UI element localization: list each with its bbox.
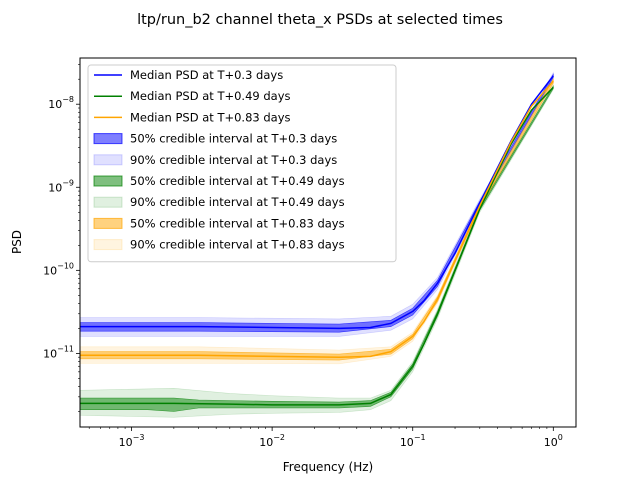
y-tick-label: 10−11 <box>43 344 74 360</box>
plot-frame <box>79 57 577 428</box>
legend-patch-swatch <box>93 239 123 251</box>
y-tick-label: 10−10 <box>43 261 74 277</box>
chart-title: ltp/run_b2 channel theta_x PSDs at selec… <box>137 12 503 28</box>
legend-label: 50% credible interval at T+0.3 days <box>130 132 337 146</box>
x-axis-label: Frequency (Hz) <box>283 460 374 474</box>
x-tick-label: 10−1 <box>400 433 426 449</box>
50-credible-interval-at-t-0-49-days-band <box>79 85 554 412</box>
legend-patch-swatch <box>93 217 123 229</box>
median-psd-at-t-0-83-days-line <box>80 80 554 358</box>
50-credible-interval-at-t-0-3-days-band <box>79 73 554 333</box>
legend-label: 50% credible interval at T+0.49 days <box>130 174 345 188</box>
legend-patch-swatch <box>93 133 123 145</box>
legend: Median PSD at T+0.3 days Median PSD at T+… <box>87 64 397 263</box>
legend-box <box>87 64 397 263</box>
90-credible-interval-at-t-0-83-days-band <box>79 77 554 365</box>
x-tick-label: 10−3 <box>119 433 145 449</box>
50-credible-interval-at-t-0-83-days-band <box>79 78 554 361</box>
legend-patch-swatch <box>93 175 123 187</box>
legend-label: Median PSD at T+0.83 days <box>130 110 291 124</box>
y-axis-label: PSD <box>10 230 24 254</box>
x-tick-label: 10−2 <box>259 433 285 449</box>
y-tick-label: 10−8 <box>48 95 74 111</box>
legend-label: 50% credible interval at T+0.83 days <box>130 216 345 230</box>
median-psd-at-t-0-49-days-line <box>80 86 554 406</box>
legend-patch-swatch <box>93 154 123 166</box>
legend-label: 90% credible interval at T+0.49 days <box>130 195 345 209</box>
legend-label: 90% credible interval at T+0.83 days <box>130 238 345 252</box>
legend-patch-swatch <box>93 196 123 208</box>
legend-label: Median PSD at T+0.3 days <box>130 68 283 82</box>
90-credible-interval-at-t-0-49-days-band <box>79 84 554 418</box>
x-tick-label: 100 <box>544 433 563 449</box>
legend-label: 90% credible interval at T+0.3 days <box>130 153 337 167</box>
legend-label: Median PSD at T+0.49 days <box>130 89 291 103</box>
y-tick-label: 10−9 <box>48 178 74 194</box>
